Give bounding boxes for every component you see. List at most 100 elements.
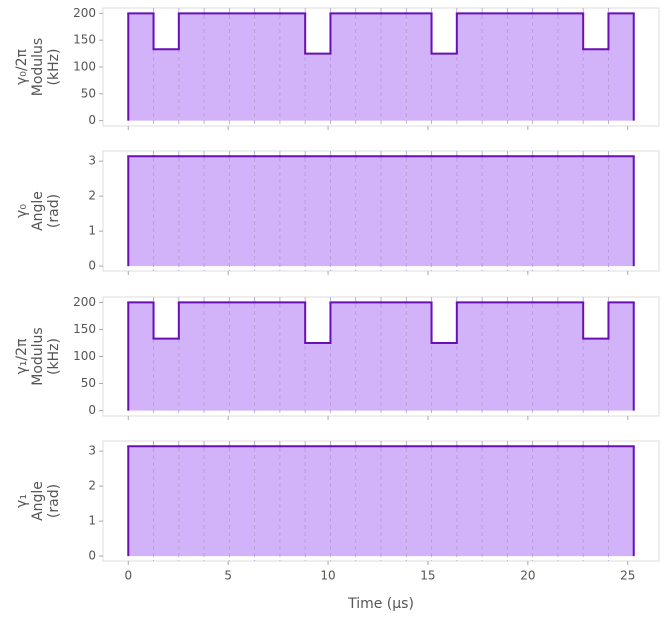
step-fill bbox=[482, 13, 508, 121]
step-fill bbox=[330, 13, 356, 121]
step-fill bbox=[279, 13, 306, 121]
step-fill bbox=[178, 302, 205, 411]
step-fill bbox=[406, 156, 432, 267]
step-fill bbox=[254, 13, 280, 121]
step-fill bbox=[355, 156, 381, 267]
step-fill bbox=[204, 446, 230, 557]
step-fill bbox=[583, 338, 609, 411]
step-fill bbox=[608, 156, 634, 267]
step-fill bbox=[355, 302, 381, 411]
step-fill bbox=[583, 156, 609, 267]
step-fill bbox=[178, 446, 205, 557]
step-fill bbox=[456, 446, 483, 557]
step-fill bbox=[279, 302, 306, 411]
step-fill bbox=[381, 13, 407, 121]
step-fill bbox=[128, 13, 154, 121]
step-fill bbox=[583, 49, 609, 121]
step-fill bbox=[507, 156, 533, 267]
y-tick-label: 3 bbox=[88, 154, 96, 168]
step-fill bbox=[229, 13, 255, 121]
y-tick-label: 3 bbox=[88, 444, 96, 458]
y-axis-label: Modulus bbox=[30, 327, 46, 385]
step-fill bbox=[355, 446, 381, 557]
y-tick-label: 50 bbox=[81, 86, 96, 100]
step-fill bbox=[557, 446, 584, 557]
x-tick-label: 25 bbox=[620, 569, 635, 583]
step-fill bbox=[330, 302, 356, 411]
step-fill bbox=[178, 13, 205, 121]
y-axis-label: γ₀/2π bbox=[14, 48, 30, 85]
x-axis-label: Time (µs) bbox=[347, 596, 414, 612]
step-fill bbox=[381, 302, 407, 411]
step-fill bbox=[254, 156, 280, 267]
subplot: 0 1 2 3 γ₀ Angle (rad) bbox=[14, 150, 660, 275]
x-tick-label: 5 bbox=[224, 569, 232, 583]
subplot: 0 50 100 150 200 γ₁/2π Modulus (kHz) bbox=[14, 295, 660, 420]
step-fill bbox=[557, 302, 584, 411]
step-fill bbox=[279, 156, 306, 267]
step-fill bbox=[305, 342, 331, 411]
y-tick-label: 1 bbox=[88, 514, 96, 528]
step-fill bbox=[279, 446, 306, 557]
step-fill bbox=[229, 446, 255, 557]
step-fill bbox=[608, 446, 634, 557]
y-tick-label: 0 bbox=[88, 113, 96, 127]
step-fill bbox=[406, 446, 432, 557]
y-axis-label: (kHz) bbox=[46, 49, 62, 86]
step-fill bbox=[507, 13, 533, 121]
step-fill bbox=[153, 446, 179, 557]
y-axis-label: Angle bbox=[30, 191, 46, 231]
y-tick-label: 100 bbox=[73, 349, 96, 363]
step-fill bbox=[608, 13, 634, 121]
subplot: 0 1 2 3 0 5 10 15 20 25 γ₁ Angle (rad) Time (µs) bbox=[14, 440, 660, 612]
step-fill bbox=[482, 156, 508, 267]
step-fill bbox=[482, 446, 508, 557]
y-axis-label: (rad) bbox=[46, 194, 62, 228]
step-fill bbox=[406, 302, 432, 411]
y-tick-label: 150 bbox=[73, 322, 96, 336]
step-fill bbox=[583, 446, 609, 557]
step-fill bbox=[456, 302, 483, 411]
step-fill bbox=[557, 13, 584, 121]
y-tick-label: 150 bbox=[73, 33, 96, 47]
y-axis-label: Angle bbox=[30, 481, 46, 521]
y-tick-label: 2 bbox=[88, 479, 96, 493]
step-fill bbox=[532, 156, 558, 267]
step-fill bbox=[178, 156, 205, 267]
step-fill bbox=[406, 13, 432, 121]
step-fill bbox=[431, 446, 457, 557]
y-tick-label: 0 bbox=[88, 403, 96, 417]
y-axis-label: (kHz) bbox=[46, 338, 62, 375]
y-axis-label: γ₁ bbox=[14, 494, 30, 508]
step-fill bbox=[128, 446, 154, 557]
step-fill bbox=[431, 342, 457, 411]
step-fill bbox=[456, 13, 483, 121]
y-tick-label: 200 bbox=[73, 6, 96, 20]
step-fill bbox=[153, 338, 179, 411]
step-fill bbox=[330, 156, 356, 267]
y-tick-label: 0 bbox=[88, 549, 96, 563]
step-fill bbox=[532, 446, 558, 557]
x-tick-label: 20 bbox=[520, 569, 535, 583]
y-tick-label: 0 bbox=[88, 259, 96, 273]
step-fill bbox=[381, 446, 407, 557]
x-tick-label: 10 bbox=[320, 569, 335, 583]
y-axis-label: γ₀ bbox=[14, 204, 30, 218]
step-fill bbox=[355, 13, 381, 121]
y-axis-label: Modulus bbox=[30, 38, 46, 96]
step-fill bbox=[254, 302, 280, 411]
step-fill bbox=[153, 156, 179, 267]
step-fill bbox=[229, 302, 255, 411]
y-tick-label: 100 bbox=[73, 60, 96, 74]
step-fill bbox=[204, 13, 230, 121]
y-axis-label: (rad) bbox=[46, 484, 62, 518]
step-fill bbox=[608, 302, 634, 411]
step-fill bbox=[431, 156, 457, 267]
step-fill bbox=[305, 156, 331, 267]
step-fill bbox=[128, 302, 154, 411]
step-fill bbox=[153, 49, 179, 121]
step-fill bbox=[305, 446, 331, 557]
step-fill bbox=[557, 156, 584, 267]
x-tick-label: 0 bbox=[124, 569, 132, 583]
step-fill bbox=[532, 13, 558, 121]
